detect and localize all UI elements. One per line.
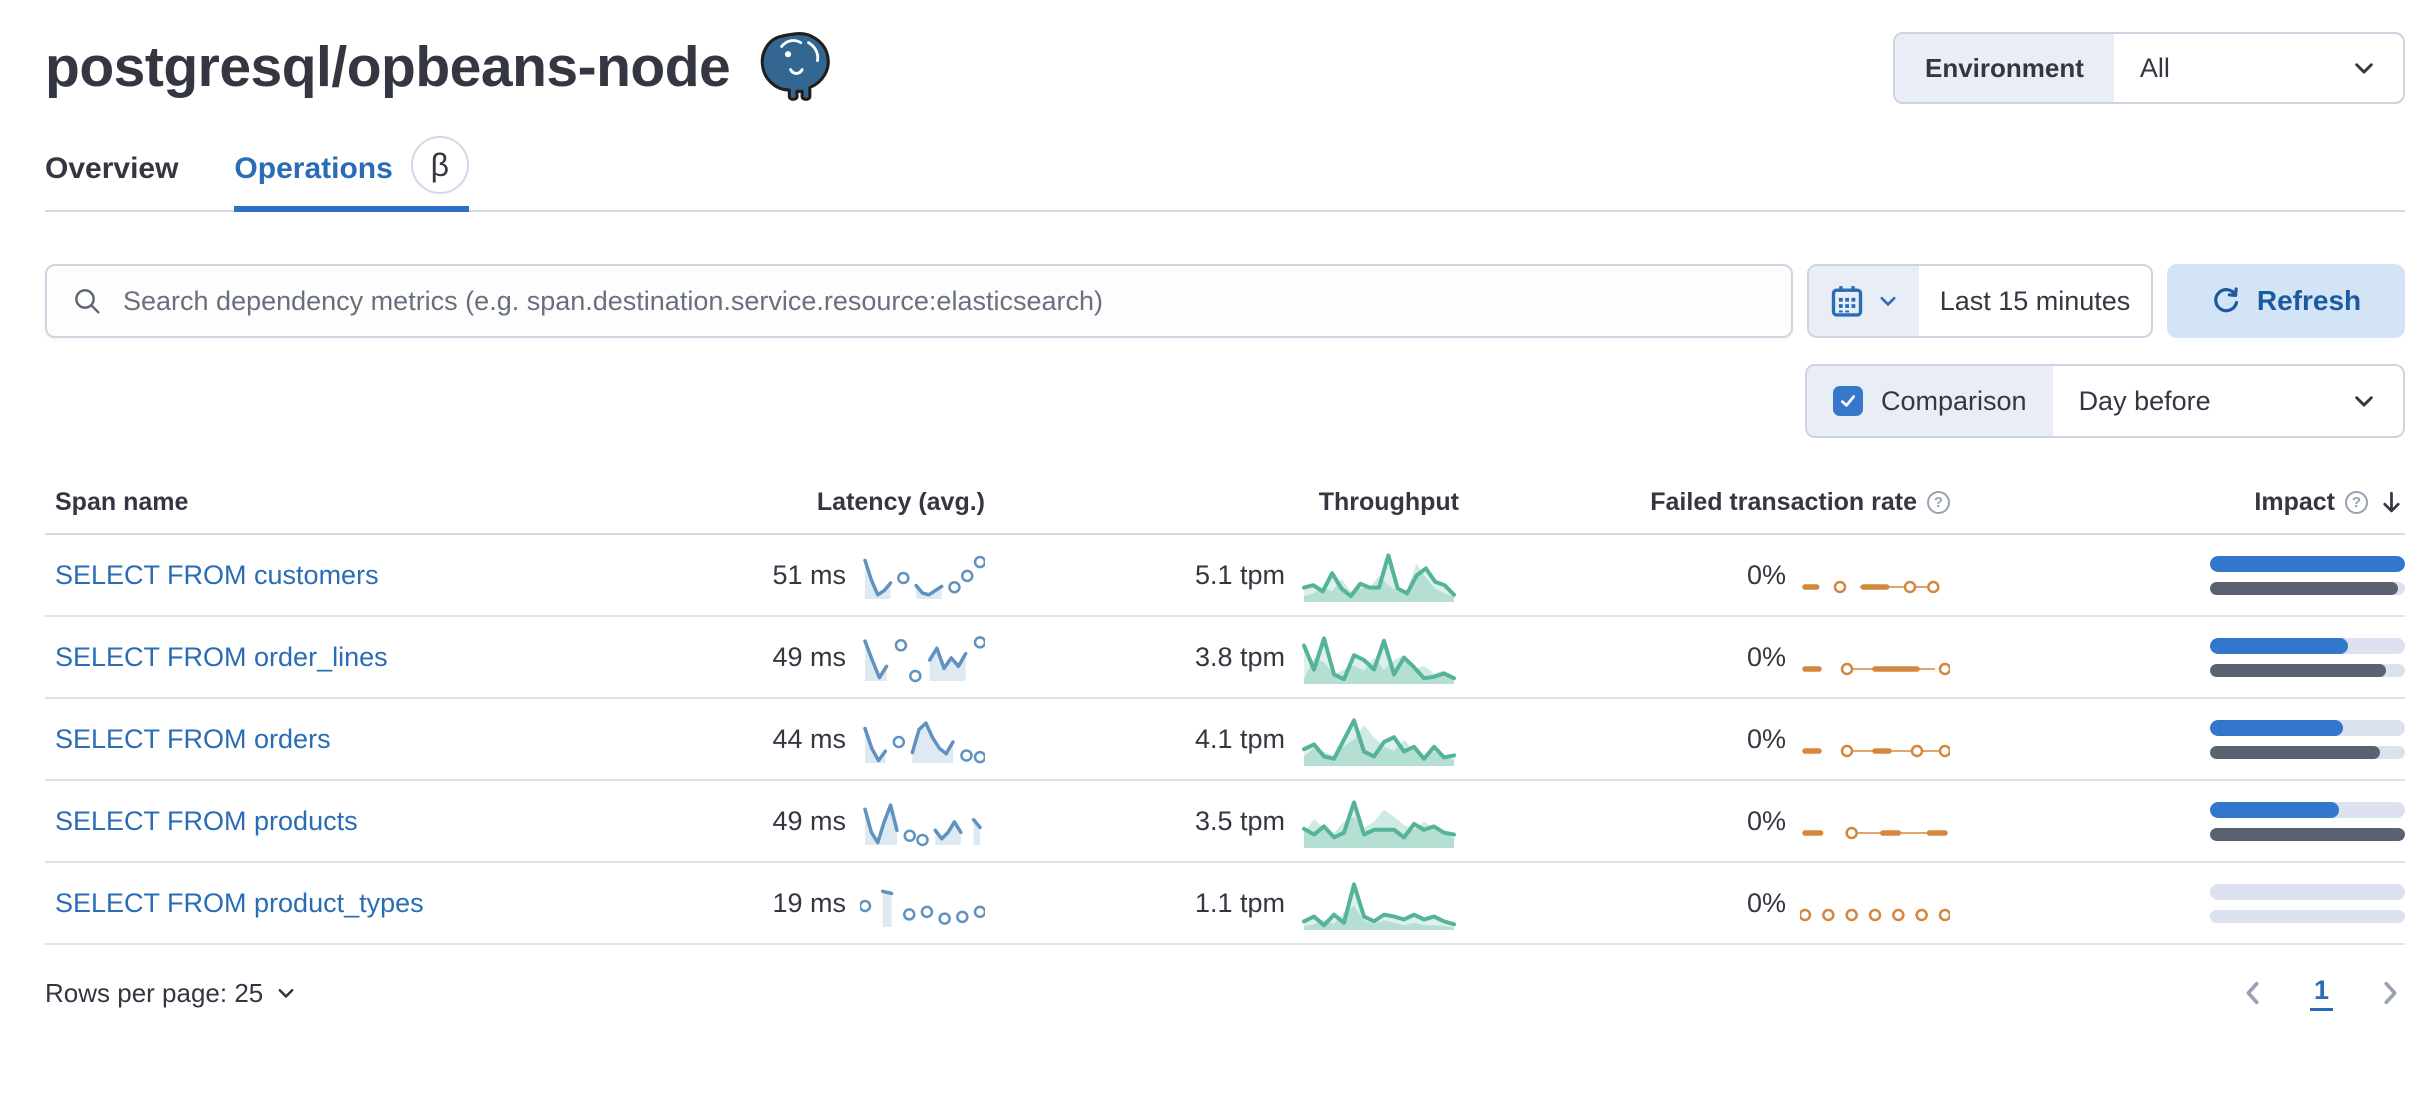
page-header: postgresql/opbeans-node Environment All — [45, 26, 2405, 108]
latency-value: 44 ms — [772, 723, 846, 754]
environment-select[interactable]: Environment All — [1893, 32, 2405, 104]
failed-rate-sparkline — [1802, 826, 1948, 840]
comparison-toggle: Comparison — [1807, 366, 2053, 436]
page-number[interactable]: 1 — [2309, 975, 2333, 1011]
title-wrap: postgresql/opbeans-node — [45, 26, 838, 108]
date-picker: Last 15 minutes — [1807, 264, 2153, 338]
failed-rate-value: 0% — [1746, 887, 1786, 918]
span-name-link[interactable]: SELECT FROM orders — [55, 723, 331, 754]
search-input[interactable] — [121, 284, 1767, 318]
failed-rate-sparkline — [1800, 908, 1950, 922]
tab-overview[interactable]: Overview — [45, 152, 179, 185]
throughput-sparkline — [1302, 636, 1456, 684]
comparison-control: Comparison Day before — [1805, 364, 2405, 438]
col-latency[interactable]: Latency (avg.) — [816, 488, 985, 516]
failed-rate-sparkline — [1802, 744, 1950, 758]
calendar-icon — [1831, 286, 1863, 317]
impact-bars — [2210, 555, 2405, 595]
throughput-value: 5.1 tpm — [1194, 559, 1285, 590]
throughput-value: 3.8 tpm — [1194, 641, 1285, 672]
page: postgresql/opbeans-node Environment All … — [45, 26, 2405, 1011]
span-name-link[interactable]: SELECT FROM products — [55, 805, 358, 836]
comparison-select[interactable]: Day before — [2052, 366, 2403, 436]
chevron-down-icon — [1880, 296, 1896, 306]
page-title: postgresql/opbeans-node — [45, 35, 731, 99]
operations-table: Span name Latency (avg.) Throughput Fail… — [45, 488, 2405, 1011]
refresh-icon — [2214, 287, 2238, 313]
table-header: Span name Latency (avg.) Throughput Fail… — [45, 488, 2405, 535]
comparison-checkbox[interactable] — [1833, 386, 1863, 416]
time-range-button[interactable]: Last 15 minutes — [1919, 266, 2151, 336]
chevron-left-icon — [2246, 981, 2259, 1005]
impact-bars — [2210, 883, 2405, 923]
col-span-name: Span name — [55, 488, 189, 516]
col-impact[interactable]: Impact ? — [1950, 488, 2405, 517]
chevron-down-icon — [2355, 63, 2373, 74]
span-name-link[interactable]: SELECT FROM order_lines — [55, 641, 388, 672]
failed-rate-sparkline — [1802, 662, 1950, 676]
throughput-sparkline — [1302, 882, 1456, 930]
rows-per-page-button[interactable]: Rows per page: 25 — [45, 978, 297, 1009]
col-throughput[interactable]: Throughput — [1318, 488, 1459, 516]
date-picker-quick-menu[interactable] — [1809, 266, 1919, 336]
postgresql-icon — [761, 32, 831, 101]
table-row: SELECT FROM product_types 19 ms 1.1 tpm … — [45, 863, 2405, 945]
comparison-toolbar: Comparison Day before — [45, 364, 2405, 438]
throughput-sparkline — [1302, 553, 1456, 602]
table-row: SELECT FROM orders 44 ms 4.1 tpm 0% — [45, 699, 2405, 781]
latency-sparkline — [863, 636, 985, 683]
throughput-value: 3.5 tpm — [1194, 805, 1285, 836]
help-icon: ? — [2345, 491, 2368, 514]
col-failed-rate[interactable]: Failed transaction rate ? — [1459, 488, 1950, 517]
search-icon — [75, 289, 100, 314]
failed-rate-value: 0% — [1746, 641, 1786, 672]
table-row: SELECT FROM products 49 ms 3.5 tpm 0% — [45, 781, 2405, 863]
environment-label: Environment — [1895, 34, 2114, 102]
throughput-value: 4.1 tpm — [1194, 723, 1285, 754]
latency-value: 19 ms — [772, 887, 846, 918]
chevron-right-icon — [2384, 981, 2397, 1005]
failed-rate-sparkline — [1802, 580, 1940, 594]
impact-bars — [2210, 719, 2405, 759]
comparison-label: Comparison — [1881, 385, 2027, 416]
latency-sparkline — [863, 555, 985, 599]
table-row: SELECT FROM customers 51 ms 5.1 tpm 0% — [45, 535, 2405, 617]
throughput-sparkline — [1302, 718, 1456, 766]
next-page-button[interactable] — [2375, 978, 2405, 1008]
span-name-link[interactable]: SELECT FROM customers — [55, 559, 379, 590]
impact-bars — [2210, 801, 2405, 841]
environment-value: All — [2139, 52, 2170, 83]
pagination: 1 — [2238, 975, 2405, 1011]
span-name-link[interactable]: SELECT FROM product_types — [55, 887, 424, 918]
table-row: SELECT FROM order_lines 49 ms 3.8 tpm 0% — [45, 617, 2405, 699]
tab-bar: Overview Operations β — [45, 136, 2405, 212]
toolbar: Last 15 minutes Refresh — [45, 264, 2405, 338]
failed-rate-value: 0% — [1746, 559, 1786, 590]
impact-bars — [2210, 637, 2405, 677]
throughput-value: 1.1 tpm — [1194, 887, 1285, 918]
latency-value: 49 ms — [772, 641, 846, 672]
failed-rate-value: 0% — [1746, 805, 1786, 836]
previous-page-button[interactable] — [2238, 978, 2268, 1008]
tab-operations[interactable]: Operations β — [234, 136, 470, 212]
throughput-sparkline — [1302, 800, 1456, 848]
refresh-button[interactable]: Refresh — [2167, 264, 2405, 338]
chevron-down-icon — [2355, 396, 2373, 407]
latency-value: 51 ms — [772, 559, 846, 590]
beta-badge: β — [410, 136, 469, 194]
failed-rate-value: 0% — [1746, 723, 1786, 754]
help-icon: ? — [1927, 491, 1950, 514]
latency-sparkline — [863, 803, 982, 847]
latency-value: 49 ms — [772, 805, 846, 836]
latency-sparkline — [863, 721, 985, 764]
chevron-down-icon — [278, 989, 294, 998]
search-box — [45, 264, 1793, 338]
checkmark-icon — [1841, 395, 1855, 407]
latency-sparkline — [860, 889, 985, 927]
sort-desc-icon — [2383, 491, 2400, 513]
table-footer: Rows per page: 25 1 — [45, 975, 2405, 1011]
